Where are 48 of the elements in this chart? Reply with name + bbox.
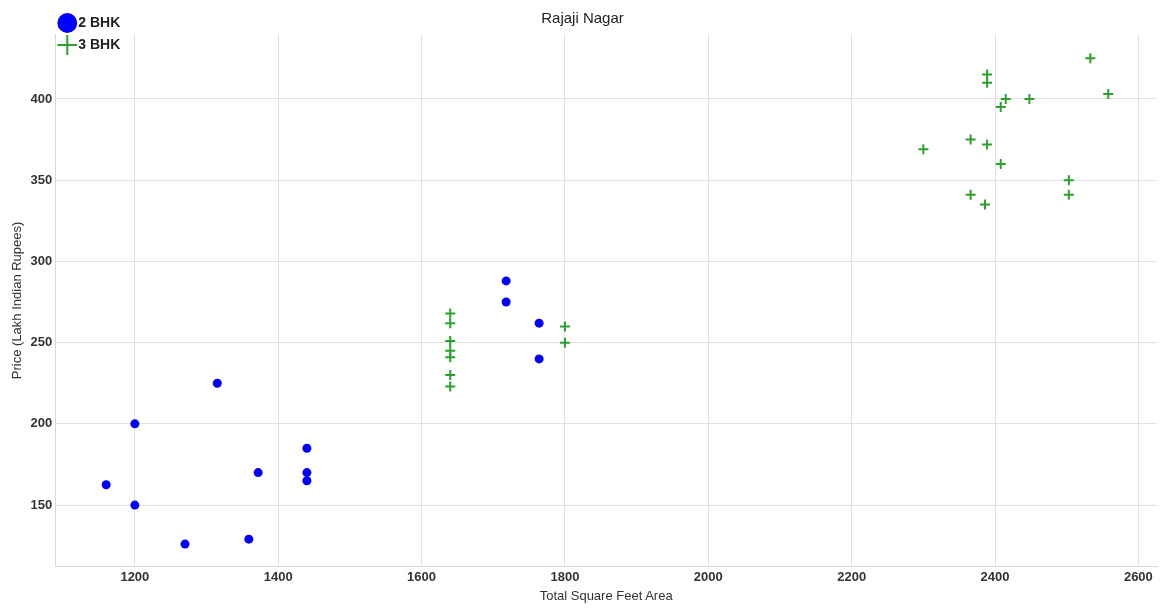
point bbox=[444, 307, 457, 320]
point bbox=[501, 276, 511, 286]
y-tick-label: 200 bbox=[30, 415, 53, 431]
point bbox=[981, 68, 994, 81]
legend-label: 2 BHK bbox=[78, 13, 121, 30]
x-tick-label: 2000 bbox=[693, 569, 723, 585]
y-tick-label: 250 bbox=[30, 334, 53, 350]
x-tick-label: 1400 bbox=[263, 569, 293, 585]
point bbox=[1084, 52, 1097, 65]
y-tick-label: 300 bbox=[30, 252, 53, 268]
point bbox=[981, 76, 994, 89]
point bbox=[1062, 174, 1075, 187]
legend-label: 3 BHK bbox=[78, 35, 121, 52]
point bbox=[917, 143, 930, 156]
point bbox=[1062, 188, 1075, 201]
point bbox=[558, 320, 571, 333]
point bbox=[981, 138, 994, 151]
point bbox=[534, 318, 544, 328]
x-tick-label: 1600 bbox=[407, 569, 437, 585]
point bbox=[444, 317, 457, 330]
point bbox=[302, 443, 312, 453]
point bbox=[180, 539, 190, 549]
point bbox=[253, 468, 263, 478]
y-tick-label: 400 bbox=[30, 90, 53, 106]
x-tick-label: 2400 bbox=[980, 569, 1010, 585]
point bbox=[302, 476, 312, 486]
y-tick-label: 150 bbox=[30, 496, 53, 512]
point bbox=[244, 534, 254, 544]
y-axis-title: Price (Lakh Indian Rupees) bbox=[9, 221, 25, 380]
y-tick-label: 350 bbox=[30, 171, 53, 187]
point bbox=[302, 468, 312, 478]
x-tick-label: 2200 bbox=[837, 569, 867, 585]
x-tick-label: 1200 bbox=[120, 569, 150, 585]
point bbox=[444, 380, 457, 393]
point bbox=[212, 378, 222, 388]
point bbox=[130, 500, 140, 510]
point bbox=[444, 351, 457, 364]
point bbox=[101, 480, 111, 490]
chart-title: Rajaji Nagar bbox=[541, 9, 624, 27]
point bbox=[558, 336, 571, 349]
point bbox=[964, 188, 977, 201]
x-tick-label: 2600 bbox=[1123, 569, 1153, 585]
point bbox=[501, 297, 511, 307]
x-tick-label: 1800 bbox=[550, 569, 580, 585]
point bbox=[130, 419, 140, 429]
point bbox=[534, 354, 544, 364]
x-axis-title: Total Square Feet Area bbox=[539, 587, 674, 603]
point bbox=[964, 133, 977, 146]
